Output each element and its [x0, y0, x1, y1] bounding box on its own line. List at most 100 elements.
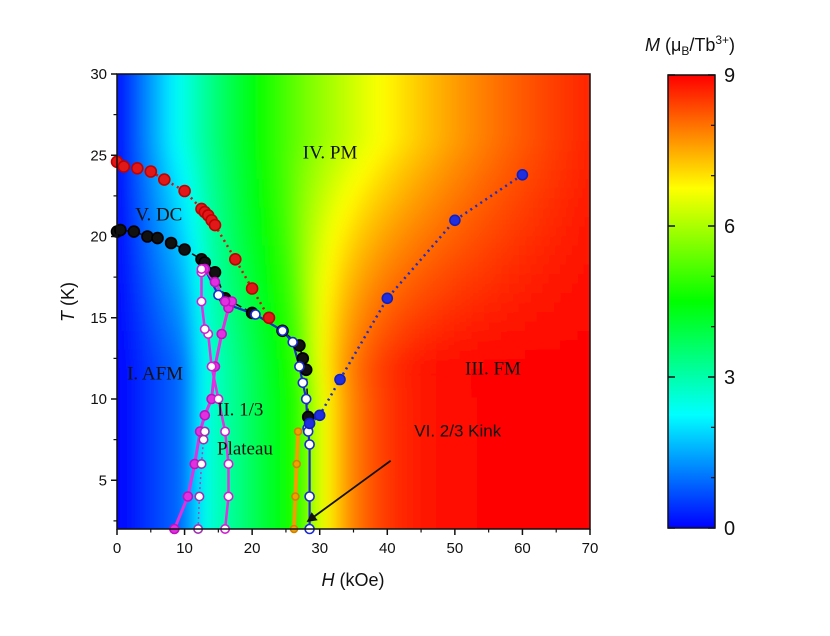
heatmap-cell — [182, 519, 189, 529]
heatmap-cell — [590, 330, 597, 341]
heatmap-cell — [454, 254, 461, 265]
heatmap-cell — [329, 386, 337, 398]
heatmap-cell — [140, 83, 148, 94]
heatmap-cell — [383, 472, 390, 483]
heatmap-cell — [341, 443, 349, 455]
heatmap-cell — [519, 93, 526, 104]
heatmap-cell — [146, 329, 154, 341]
heatmap-cell — [194, 539, 201, 550]
heatmap-cell — [584, 282, 590, 293]
heatmap-cell — [223, 149, 231, 161]
heatmap-cell — [270, 348, 278, 360]
region-label: III. FM — [465, 359, 521, 380]
heatmap-cell — [536, 358, 544, 369]
heatmap-cell — [471, 424, 479, 436]
heatmap-cell — [359, 178, 367, 189]
heatmap-cell — [406, 102, 414, 113]
heatmap-cell — [513, 197, 520, 208]
data-point-purple-open — [199, 426, 210, 437]
heatmap-cell — [341, 197, 349, 208]
heatmap-cell — [140, 348, 148, 360]
heatmap-cell — [377, 329, 385, 341]
heatmap-cell — [323, 273, 331, 284]
heatmap-cell — [442, 348, 450, 360]
heatmap-cell — [560, 462, 568, 474]
heatmap-cell — [495, 453, 503, 464]
heatmap-cell — [554, 121, 562, 132]
data-point-blue-solid-open — [300, 393, 312, 405]
heatmap-cell — [477, 424, 485, 436]
heatmap-cell — [158, 273, 166, 284]
heatmap-cell — [341, 424, 349, 436]
heatmap-cell — [454, 472, 461, 483]
heatmap-cell — [158, 121, 166, 132]
heatmap-cell — [513, 320, 520, 331]
heatmap-cell — [229, 405, 237, 417]
heatmap-cell — [436, 206, 444, 218]
heatmap-cell — [578, 443, 586, 455]
heatmap-cell — [454, 292, 461, 303]
heatmap-cell — [483, 159, 491, 170]
heatmap-cell — [548, 168, 556, 180]
heatmap-cell — [424, 500, 432, 512]
heatmap-cell — [199, 187, 207, 199]
heatmap-cell — [182, 149, 189, 161]
heatmap-cell — [270, 510, 278, 521]
heatmap-cell — [454, 358, 461, 369]
heatmap-cell — [347, 377, 355, 388]
heatmap-cell — [483, 311, 491, 322]
heatmap-cell — [211, 121, 219, 132]
heatmap-cell — [335, 178, 343, 189]
heatmap-cell — [229, 55, 236, 66]
heatmap-cell — [229, 159, 237, 170]
heatmap-cell — [442, 443, 450, 455]
heatmap-cell — [383, 434, 390, 445]
heatmap-cell — [176, 130, 183, 142]
heatmap-cell — [300, 443, 308, 455]
heatmap-cell — [560, 149, 568, 161]
magnetization-heatmap — [105, 55, 603, 550]
heatmap-cell — [288, 83, 296, 94]
heatmap-cell — [205, 244, 213, 256]
heatmap-cell — [146, 140, 154, 151]
heatmap-cell — [347, 415, 355, 426]
heatmap-cell — [519, 358, 526, 369]
heatmap-cell — [312, 292, 319, 303]
heatmap-cell — [418, 111, 426, 123]
heatmap-cell — [323, 254, 331, 265]
heatmap-cell — [335, 244, 343, 256]
heatmap-cell — [247, 159, 254, 170]
heatmap-cell — [371, 329, 379, 341]
heatmap-cell — [329, 244, 337, 256]
heatmap-cell — [193, 83, 201, 94]
heatmap-cell — [459, 519, 467, 529]
heatmap-cell — [294, 130, 302, 142]
heatmap-cell — [329, 348, 337, 360]
heatmap-cell — [128, 339, 136, 350]
heatmap-cell — [211, 74, 219, 85]
heatmap-cell — [548, 140, 556, 151]
heatmap-cell — [282, 121, 290, 132]
heatmap-cell — [359, 329, 367, 341]
heatmap-cell — [519, 500, 526, 512]
heatmap-cell — [276, 462, 284, 474]
heatmap-cell — [117, 197, 124, 208]
heatmap-cell — [596, 463, 603, 474]
heatmap-cell — [152, 348, 160, 360]
heatmap-cell — [323, 405, 331, 417]
heatmap-cell — [335, 282, 343, 293]
heatmap-cell — [122, 377, 130, 388]
heatmap-cell — [105, 425, 112, 436]
heatmap-cell — [400, 472, 408, 483]
heatmap-cell — [566, 519, 574, 529]
heatmap-cell — [495, 187, 503, 199]
heatmap-cell — [530, 273, 538, 284]
heatmap-cell — [371, 216, 379, 227]
heatmap-cell — [164, 282, 172, 293]
heatmap-cell — [335, 292, 343, 303]
heatmap-cell — [536, 273, 544, 284]
heatmap-cell — [135, 529, 142, 540]
heatmap-cell — [300, 244, 308, 256]
heatmap-cell — [205, 121, 213, 132]
